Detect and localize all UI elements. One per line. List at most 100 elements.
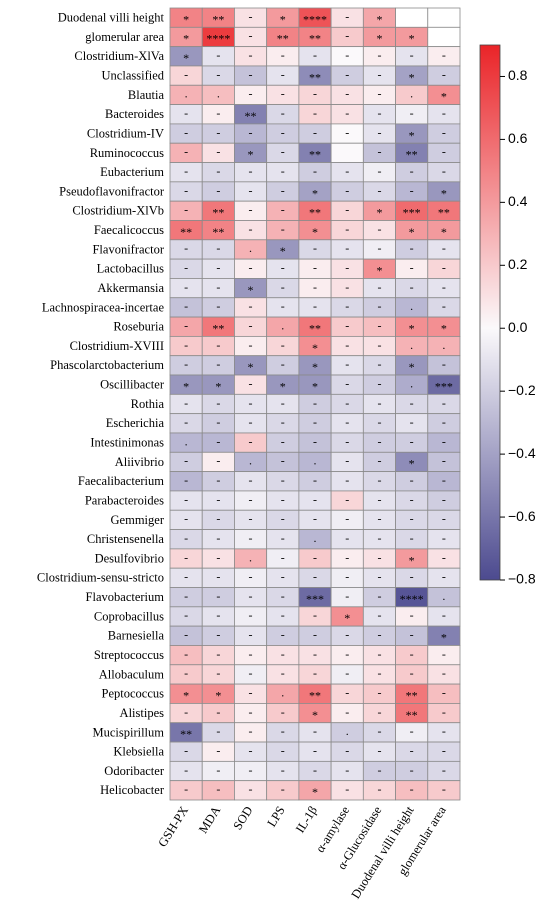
significance-label: * (409, 321, 415, 335)
significance-label: - (410, 473, 414, 487)
significance-label: - (184, 67, 188, 81)
significance-label: . (185, 87, 188, 101)
significance-label: - (184, 338, 188, 352)
significance-label: . (217, 87, 220, 101)
significance-label: ** (212, 12, 224, 26)
significance-label: - (281, 87, 285, 101)
significance-label: - (345, 203, 349, 217)
significance-label: - (377, 531, 381, 545)
significance-label: - (249, 473, 253, 487)
significance-label: - (216, 261, 220, 275)
significance-label: - (442, 686, 446, 700)
significance-label: . (410, 299, 413, 313)
significance-label: - (313, 743, 317, 757)
significance-label: - (281, 106, 285, 120)
significance-label: - (442, 473, 446, 487)
significance-label: - (216, 512, 220, 526)
significance-label: - (249, 686, 253, 700)
significance-label: - (377, 87, 381, 101)
significance-label: - (281, 782, 285, 796)
significance-label: - (313, 724, 317, 738)
significance-label: - (442, 531, 446, 545)
significance-label: - (313, 608, 317, 622)
significance-label: - (377, 376, 381, 390)
significance-label: * (409, 225, 415, 239)
significance-label: * (183, 51, 189, 65)
significance-label: - (377, 183, 381, 197)
significance-label: ** (277, 32, 289, 46)
significance-label: * (248, 283, 254, 297)
empty-cell (395, 7, 429, 28)
row-label: Gemmiger (111, 513, 165, 527)
significance-label: - (377, 164, 381, 178)
significance-label: - (442, 705, 446, 719)
row-label: Intestinimonas (90, 436, 164, 450)
row-label: Akkermansia (97, 281, 164, 295)
significance-label: ** (309, 70, 321, 84)
significance-label: - (184, 589, 188, 603)
significance-label: - (216, 280, 220, 294)
significance-label: - (184, 415, 188, 429)
row-label: Clostridium-IV (87, 126, 164, 140)
significance-label: - (410, 492, 414, 506)
row-label: Clostridium-XVIII (70, 339, 164, 353)
significance-label: - (313, 415, 317, 429)
significance-label: - (216, 454, 220, 468)
row-label: Flavonifractor (92, 242, 164, 256)
significance-label: - (216, 647, 220, 661)
significance-label: - (345, 338, 349, 352)
significance-label: - (281, 628, 285, 642)
significance-label: * (376, 12, 382, 26)
significance-label: - (410, 724, 414, 738)
significance-label: - (281, 531, 285, 545)
row-label: Phascolarctobacterium (50, 358, 164, 372)
significance-label: **** (303, 12, 327, 26)
significance-label: - (281, 261, 285, 275)
significance-label: - (442, 647, 446, 661)
significance-label: - (216, 743, 220, 757)
significance-label: **** (206, 32, 230, 46)
significance-label: - (313, 647, 317, 661)
colorbar-tick-label: 0.0 (508, 319, 528, 335)
significance-label: - (345, 589, 349, 603)
row-label: Peptococcus (102, 687, 165, 701)
significance-label: - (345, 647, 349, 661)
significance-label: *** (403, 206, 421, 220)
significance-label: . (410, 87, 413, 101)
row-label: Helicobacter (100, 783, 165, 797)
row-label: Faecalicoccus (94, 223, 164, 237)
significance-label: - (216, 589, 220, 603)
significance-label: ** (309, 206, 321, 220)
significance-label: * (312, 708, 318, 722)
significance-label: . (314, 454, 317, 468)
significance-label: - (216, 357, 220, 371)
significance-label: - (184, 628, 188, 642)
significance-label: . (314, 531, 317, 545)
significance-label: - (281, 338, 285, 352)
significance-label: - (216, 550, 220, 564)
significance-label: - (281, 473, 285, 487)
significance-label: . (249, 550, 252, 564)
significance-label: - (410, 415, 414, 429)
significance-label: - (442, 48, 446, 62)
significance-label: - (281, 647, 285, 661)
significance-label: * (409, 70, 415, 84)
significance-label: - (249, 666, 253, 680)
row-label: Escherichia (106, 416, 165, 430)
row-label: Christensenella (87, 532, 165, 546)
significance-label: - (249, 299, 253, 313)
column-label: LPS (264, 804, 287, 830)
significance-label: . (281, 318, 284, 332)
significance-label: - (216, 531, 220, 545)
significance-label: - (377, 318, 381, 332)
significance-label: - (345, 512, 349, 526)
significance-label: - (442, 550, 446, 564)
significance-label: - (281, 512, 285, 526)
significance-label: - (345, 125, 349, 139)
row-label: Blautia (128, 88, 165, 102)
significance-label: - (313, 666, 317, 680)
significance-label: * (441, 631, 447, 645)
significance-label: - (249, 48, 253, 62)
row-label: Klebsiella (113, 745, 164, 759)
significance-label: - (216, 396, 220, 410)
